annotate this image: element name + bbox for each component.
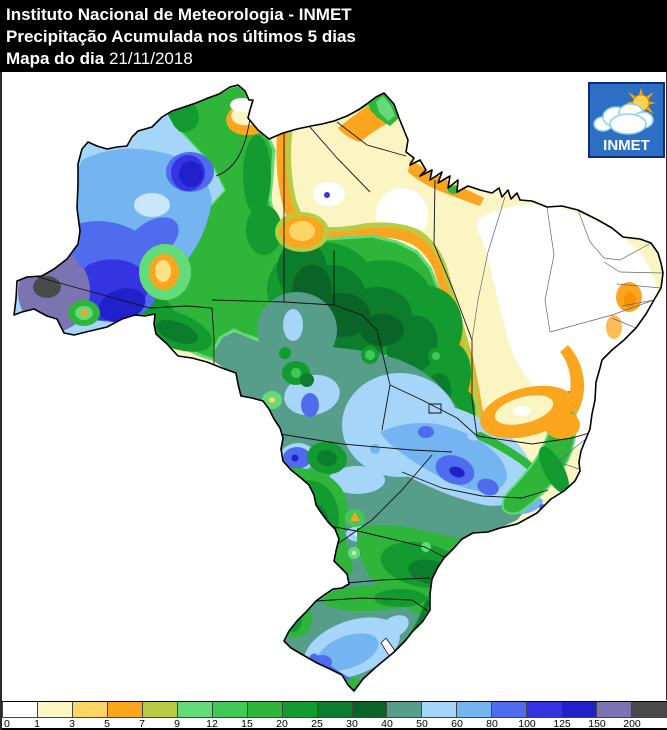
legend-cell	[317, 702, 353, 718]
legend-tick: 200	[623, 718, 641, 730]
legend-tick: 9	[174, 718, 180, 730]
legend-tick: 0	[4, 718, 10, 730]
legend-cell	[72, 702, 108, 718]
legend-tick: 50	[416, 718, 428, 730]
legend-cell	[492, 702, 528, 718]
legend-tick: 100	[518, 718, 536, 730]
cloud-icon	[593, 103, 654, 135]
header: Instituto Nacional de Meteorologia - INM…	[0, 0, 667, 72]
header-title: Instituto Nacional de Meteorologia - INM…	[6, 5, 352, 24]
legend-cell	[457, 702, 493, 718]
header-date-line: Mapa do dia 21/11/2018	[6, 48, 667, 70]
legend-cell	[387, 702, 423, 718]
legend-cell	[562, 702, 598, 718]
legend-cell	[352, 702, 388, 718]
legend-baseline	[2, 728, 667, 730]
legend-cell	[2, 702, 38, 718]
legend-cell	[527, 702, 563, 718]
legend-tick: 60	[451, 718, 463, 730]
legend-tick: 15	[241, 718, 253, 730]
legend-cell	[247, 702, 283, 718]
legend-tick: 3	[69, 718, 75, 730]
precipitation-map-area	[0, 72, 667, 700]
legend-cell	[632, 702, 667, 718]
legend-cell	[212, 702, 248, 718]
precipitation-field	[14, 85, 663, 691]
legend-tick: 125	[553, 718, 571, 730]
precipitation-legend: 0 1 3 5 7 9 12 15 20 25 30 40 50 60 80 100 125 150 200	[0, 700, 667, 730]
legend-cell	[282, 702, 318, 718]
inmet-logo-image: INMET	[588, 82, 665, 158]
ne-state-borders	[471, 196, 663, 470]
legend-tick: 40	[381, 718, 393, 730]
brazil-outline	[13, 84, 664, 692]
header-subtitle: Precipitação Acumulada nos últimos 5 dia…	[6, 27, 356, 46]
legend-cell	[107, 702, 143, 718]
legend-tick: 20	[276, 718, 288, 730]
map-date: 21/11/2018	[108, 49, 193, 68]
legend-cell	[597, 702, 633, 718]
legend-cell	[37, 702, 73, 718]
precipitation-map	[13, 84, 664, 692]
legend-color-cells	[2, 701, 667, 718]
legend-tick: 80	[486, 718, 498, 730]
legend-cell	[177, 702, 213, 718]
legend-tick: 12	[206, 718, 218, 730]
legend-cell	[422, 702, 458, 718]
legend-tick: 1	[34, 718, 40, 730]
legend-tick: 25	[311, 718, 323, 730]
state-borders	[19, 101, 597, 612]
legend-tick: 7	[139, 718, 145, 730]
legend-tick: 5	[104, 718, 110, 730]
map-day-label: Mapa do dia	[6, 49, 105, 68]
legend-tick-labels: 0 1 3 5 7 9 12 15 20 25 30 40 50 60 80 100 125 150 200	[2, 718, 667, 730]
inmet-logo: INMET	[588, 82, 665, 158]
legend-tick: 150	[588, 718, 606, 730]
legend-tick: 30	[346, 718, 358, 730]
legend-cell	[142, 702, 178, 718]
inmet-logo-text: INMET	[603, 137, 650, 154]
